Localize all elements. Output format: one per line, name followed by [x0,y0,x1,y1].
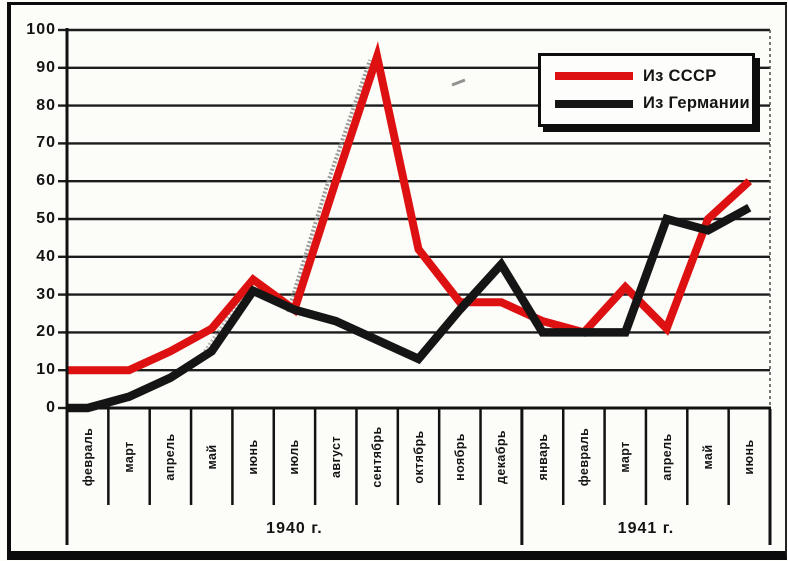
year-label-1: 1941 г. [617,520,675,537]
month-label-5: июль [287,439,302,475]
y-axis-label-90: 90 [36,58,56,76]
y-axis-label-70: 70 [36,134,56,152]
legend-item-ussr: Из СССР [541,67,752,86]
y-axis-label-40: 40 [36,247,56,265]
month-label-7: сентябрь [370,426,385,488]
series-line-germany [68,203,752,413]
month-label-13: март [618,441,633,473]
y-axis-label-30: 30 [36,285,56,303]
month-label-2: апрель [163,433,178,481]
legend-label-germany: Из Германии [643,94,750,113]
month-label-16: июнь [742,439,757,475]
chart-legend: Из СССР Из Германии [538,53,755,127]
y-axis-label-20: 20 [36,323,56,341]
month-label-12: февраль [576,427,591,487]
month-label-15: май [700,444,715,470]
scan-artifact-smudge [286,59,372,313]
y-axis-label-0: 0 [46,399,56,416]
y-axis-label-100: 100 [26,21,56,38]
legend-swatch-ussr-line [555,72,633,81]
month-label-10: декабрь [494,430,509,484]
month-label-6: август [328,436,343,478]
legend-label-ussr: Из СССР [643,66,717,85]
y-axis-label-60: 60 [36,172,56,190]
y-axis-label-80: 80 [36,96,56,114]
month-label-4: июнь [246,439,261,475]
month-label-11: январь [535,433,550,481]
y-axis-label-10: 10 [36,361,56,379]
y-axis-label-50: 50 [36,210,56,227]
month-label-0: февраль [80,427,95,487]
legend-swatch-germany-line [555,99,633,108]
legend-item-germany: Из Германии [541,94,752,113]
series-line-ussr [68,41,753,375]
month-label-14: апрель [659,433,674,481]
month-label-1: март [122,441,137,473]
month-label-3: май [204,444,219,470]
scan-artifact-mark [451,78,466,87]
month-label-9: ноябрь [452,433,467,481]
year-label-0: 1940 г. [266,520,323,537]
scan-artifact-smudge [198,290,248,360]
month-label-8: октябрь [411,430,426,484]
